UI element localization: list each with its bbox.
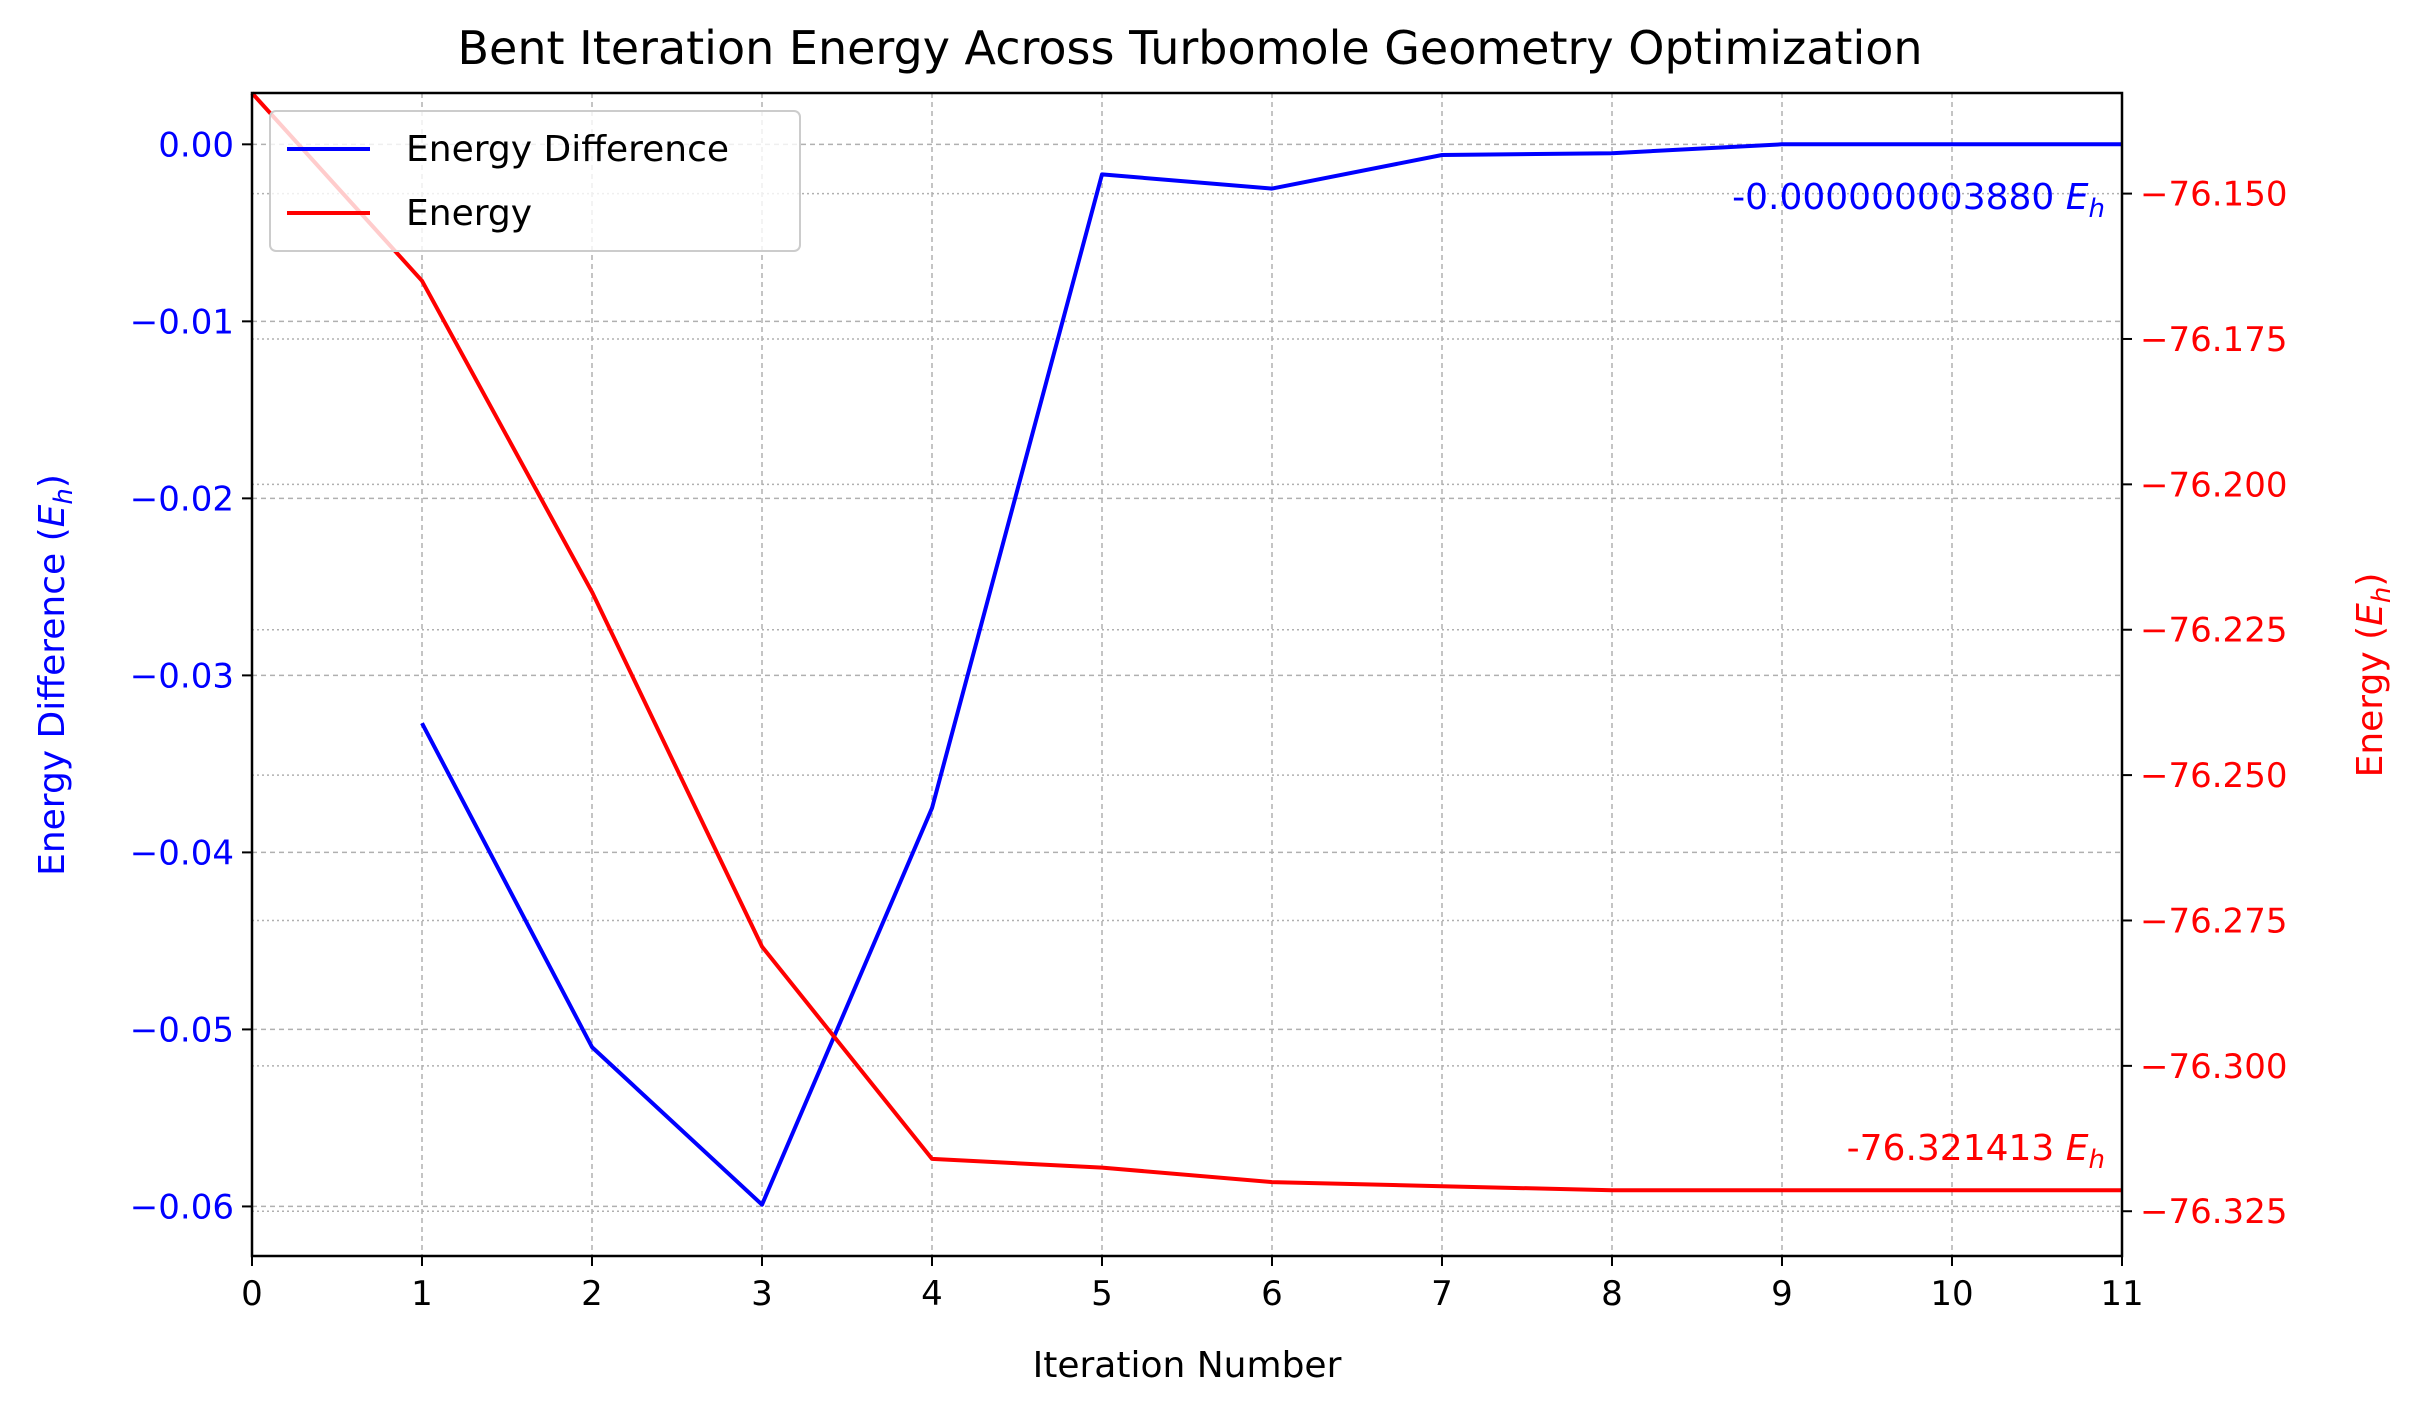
left-axis-ticks: 0.00 −0.01 −0.02 −0.03 −0.04 −0.05 −0.06 — [130, 125, 252, 1227]
left-axis-label-close: ) — [32, 474, 73, 488]
right-tick-label-4: −76.250 — [2140, 756, 2287, 796]
annotation-diff-sub: h — [2089, 194, 2105, 224]
left-axis-label-text: Energy Difference ( — [32, 527, 73, 876]
annotation-final-energy-difference: -0.000000003880 Eh — [1732, 177, 2105, 224]
plot-lines — [250, 91, 2122, 1207]
left-tick-label-5: −0.05 — [130, 1010, 234, 1050]
x-tick-label-10: 10 — [1930, 1274, 1973, 1314]
left-tick-label-4: −0.04 — [130, 833, 234, 873]
right-axis-label: Energy (Eh) — [2350, 573, 2397, 778]
x-tick-label-8: 8 — [1601, 1274, 1623, 1314]
annotation-energy-sub: h — [2089, 1145, 2105, 1175]
left-tick-label-1: −0.01 — [130, 302, 234, 342]
right-axis-label-close: ) — [2350, 573, 2391, 587]
annotation-diff-var: E — [2066, 177, 2089, 218]
right-axis-label-text: Energy ( — [2350, 626, 2391, 778]
x-tick-label-6: 6 — [1261, 1274, 1283, 1314]
legend-label-energy-difference: Energy Difference — [406, 129, 729, 170]
x-tick-label-11: 11 — [2100, 1274, 2143, 1314]
series-line-energy — [250, 91, 2122, 1193]
right-tick-label-1: −76.175 — [2140, 320, 2287, 360]
legend-label-energy: Energy — [406, 193, 532, 234]
x-tick-label-7: 7 — [1431, 1274, 1453, 1314]
left-tick-label-0: 0.00 — [158, 125, 234, 165]
annotation-energy-text: -76.321413 — [1847, 1128, 2066, 1169]
left-axis-label: Energy Difference (Eh) — [32, 474, 79, 876]
legend-box — [269, 110, 801, 252]
right-tick-label-3: −76.225 — [2140, 611, 2287, 651]
x-tick-label-9: 9 — [1771, 1274, 1793, 1314]
chart-title: Bent Iteration Energy Across Turbomole G… — [457, 21, 1922, 75]
right-axis-label-var: E — [2350, 603, 2391, 626]
series-line-energy-difference — [420, 142, 2122, 1207]
legend: Energy Difference Energy — [269, 110, 801, 252]
right-tick-label-0: −76.150 — [2140, 175, 2287, 215]
annotation-diff-text: -0.000000003880 — [1732, 177, 2066, 218]
x-axis-label: Iteration Number — [1033, 1345, 1342, 1386]
right-axis-label-sub: h — [2367, 587, 2397, 603]
x-tick-label-0: 0 — [241, 1274, 263, 1314]
left-tick-label-6: −0.06 — [130, 1187, 234, 1227]
left-axis-label-var: E — [32, 504, 73, 527]
x-tick-label-1: 1 — [411, 1274, 433, 1314]
left-tick-label-2: −0.02 — [130, 479, 234, 519]
right-tick-label-2: −76.200 — [2140, 465, 2287, 505]
grid — [251, 93, 2123, 1256]
left-axis-label-sub: h — [49, 488, 79, 504]
x-tick-label-4: 4 — [921, 1274, 943, 1314]
x-tick-label-2: 2 — [581, 1274, 603, 1314]
right-tick-label-7: −76.325 — [2140, 1192, 2287, 1232]
x-tick-label-3: 3 — [751, 1274, 773, 1314]
annotation-final-energy: -76.321413 Eh — [1847, 1128, 2105, 1175]
x-axis-ticks: 0 1 2 3 4 5 6 7 8 9 10 11 — [241, 1256, 2144, 1314]
right-tick-label-6: −76.300 — [2140, 1047, 2287, 1087]
annotation-energy-var: E — [2066, 1128, 2089, 1169]
left-tick-label-3: −0.03 — [130, 656, 234, 696]
right-tick-label-5: −76.275 — [2140, 901, 2287, 941]
right-axis-ticks: −76.150 −76.175 −76.200 −76.225 −76.250 −76.2… — [2122, 175, 2287, 1232]
x-tick-label-5: 5 — [1091, 1274, 1113, 1314]
